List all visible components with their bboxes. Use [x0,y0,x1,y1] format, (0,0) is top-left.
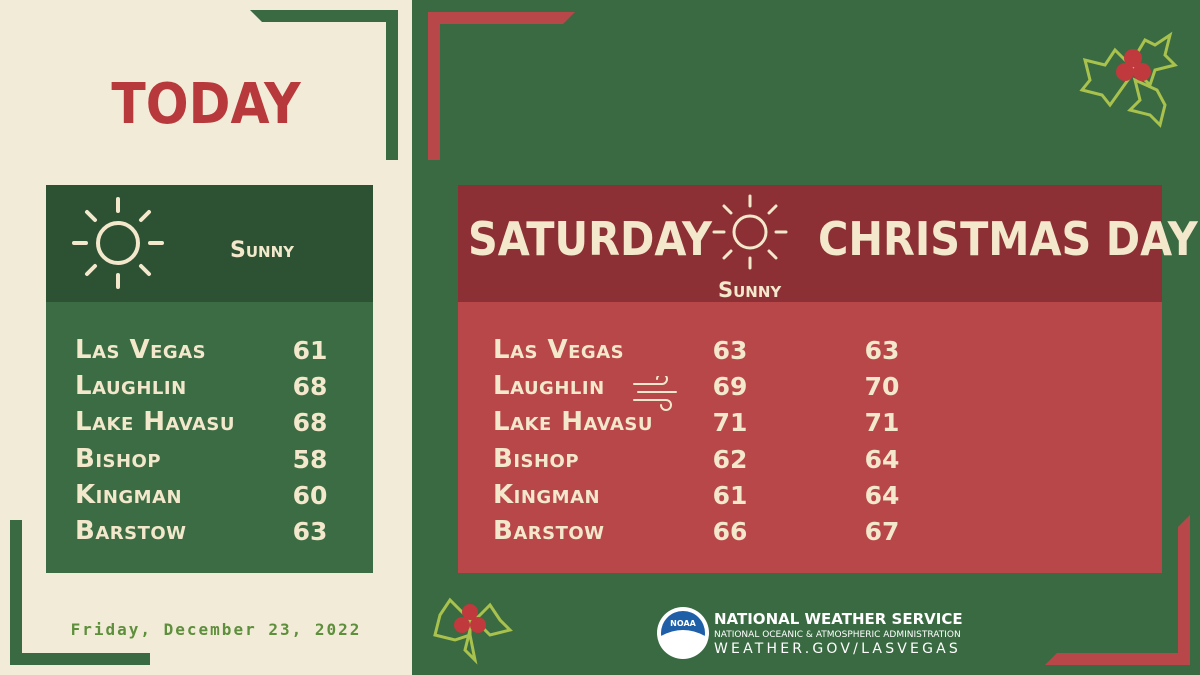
saturday-temperature: 61 [712,480,748,510]
logo-text: NOAA [670,619,696,628]
city-name: Bishop [493,443,580,474]
agency: NATIONAL WEATHER SERVICE [714,610,963,628]
christmas-temperature: 71 [864,408,900,438]
saturday-temperature: 69 [712,372,748,402]
christmas-temperature: 67 [864,517,900,546]
city-name: Las Vegas [493,335,625,365]
saturday-temperature: 62 [712,444,748,474]
city-name: Laughlin [493,371,605,402]
city-name: Laughlin [75,371,187,402]
city-name: Barstow [493,516,605,546]
christmas-temperature: 63 [864,336,900,365]
weekend-header [458,185,1162,302]
today-title: TODAY [0,72,412,137]
christmas-temperature: 70 [864,372,900,402]
christmas-header: CHRISTMAS DAY [818,212,1198,266]
temperature: 68 [292,408,328,438]
city-name: Barstow [75,516,187,546]
saturday-temperature: 66 [712,517,748,546]
city-name: Lake Havasu [493,407,653,438]
today-title-text: TODAY [111,72,301,137]
saturday-temperature: 71 [712,408,748,438]
sun-icon [72,197,164,289]
weekend-condition: Sunny [718,278,782,302]
sun-icon [712,194,788,270]
temperature: 63 [292,517,328,546]
url: WEATHER.GOV/LASVEGAS [714,641,962,657]
today-body [46,302,373,573]
city-name: Bishop [75,443,162,474]
noaa-logo: NOAA [657,607,709,659]
city-name: Kingman [75,479,183,510]
today-header [46,185,373,302]
city-name: Las Vegas [75,335,207,365]
saturday-header: SATURDAY [468,212,712,266]
temperature: 58 [292,444,328,474]
today-condition: Sunny [230,238,294,263]
temperature: 68 [292,372,328,402]
christmas-temperature: 64 [864,480,900,510]
temperature: 61 [292,336,328,365]
christmas-temperature: 64 [864,444,900,474]
city-name: Kingman [493,479,601,510]
weekend-body [458,302,1162,573]
wind-icon [633,376,677,411]
date: Friday, December 23, 2022 [70,620,362,639]
city-name: Lake Havasu [75,407,235,438]
saturday-temperature: 63 [712,336,748,365]
temperature: 60 [292,480,328,510]
parent-agency: NATIONAL OCEANIC & ATMOSPHERIC ADMINISTR… [714,630,961,640]
